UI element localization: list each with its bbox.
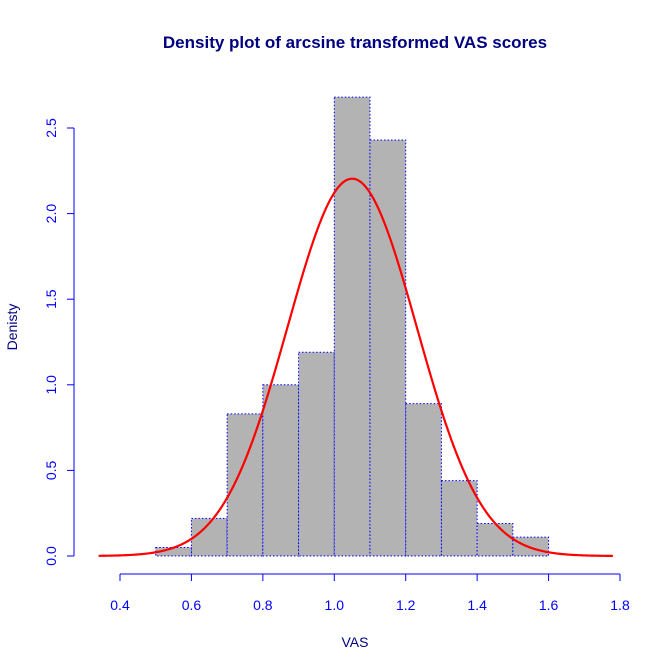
- x-axis-label: VAS: [342, 634, 369, 650]
- y-tick-label: 2.0: [43, 204, 59, 224]
- histogram-bar-5: [298, 351, 335, 557]
- y-tick-label: 2.5: [43, 118, 59, 138]
- x-tick-label: 1.8: [610, 597, 630, 613]
- y-tick-label: 1.5: [43, 289, 59, 309]
- histogram-bar-6: [333, 96, 371, 557]
- x-tick-label: 1.2: [396, 597, 416, 613]
- histogram-bar-9: [440, 480, 478, 557]
- y-tick-label: 0.5: [43, 460, 59, 480]
- x-tick-label: 0.6: [182, 597, 202, 613]
- y-tick-label: 0.0: [43, 546, 59, 566]
- y-tick-label: 1.0: [43, 375, 59, 395]
- x-axis: 0.4 0.6 0.8 1.0 1.2 1.4 1.6 1.8: [110, 573, 630, 613]
- histogram-bars: [155, 96, 550, 557]
- y-axis: 0.0 0.5 1.0 1.5 2.0 2.5: [43, 118, 75, 566]
- chart-title: Density plot of arcsine transformed VAS …: [163, 33, 547, 52]
- x-tick-label: 0.8: [253, 597, 273, 613]
- x-tick-label: 0.4: [110, 597, 130, 613]
- histogram-bar-8: [405, 403, 442, 557]
- histogram-bar-7: [369, 139, 407, 557]
- histogram-bar-10: [476, 522, 514, 557]
- x-tick-label: 1.4: [467, 597, 487, 613]
- y-axis-label: Denisty: [4, 304, 20, 351]
- histogram-bar-4: [262, 384, 300, 557]
- x-tick-label: 1.6: [539, 597, 559, 613]
- x-tick-label: 1.0: [325, 597, 345, 613]
- density-curve: [98, 177, 613, 557]
- histogram-bar-3: [226, 413, 264, 557]
